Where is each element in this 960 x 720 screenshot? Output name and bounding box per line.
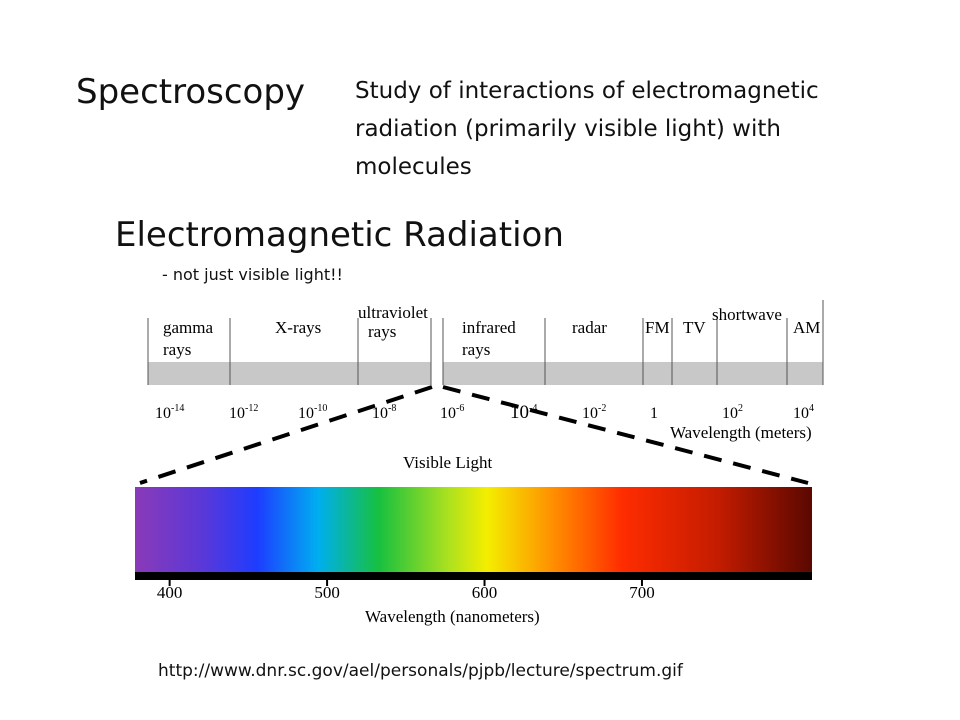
- description-line: Study of interactions of electromagnetic: [355, 78, 819, 104]
- wavelength-exponent: 2: [738, 403, 743, 414]
- note: - not just visible light!!: [162, 265, 343, 284]
- wavelength-base: 10: [155, 405, 171, 422]
- zoom-line: [139, 385, 433, 485]
- title: Spectroscopy: [76, 72, 305, 112]
- wavelength-base: 10: [440, 405, 456, 422]
- visible-axis: [135, 572, 812, 580]
- wavelength-label: 10-10: [298, 403, 327, 422]
- wavelength-exponent: -2: [598, 403, 606, 414]
- tick-label: 600: [472, 583, 498, 602]
- wavelength-base: 10: [298, 405, 314, 422]
- subtitle: Electromagnetic Radiation: [115, 215, 564, 255]
- band-label: rays: [462, 340, 490, 359]
- band-label: shortwave: [712, 305, 782, 324]
- wavelength-label: 104: [793, 403, 814, 422]
- band-label: rays: [163, 340, 191, 359]
- band-label: X-rays: [275, 318, 321, 337]
- band-label: gamma: [163, 318, 213, 337]
- wavelength-label: 10-2: [582, 403, 606, 422]
- band-label: rays: [368, 322, 396, 341]
- band-label: FM: [645, 318, 670, 337]
- wavelength-base: 10: [582, 405, 598, 422]
- wavelength-base: 10: [722, 405, 738, 422]
- wavelength-label: 10-12: [229, 403, 258, 422]
- wavelength-label: 1: [650, 405, 658, 422]
- wavelength-label: 102: [722, 403, 743, 422]
- wavelength-base: 10: [372, 405, 388, 422]
- band-label: TV: [683, 318, 706, 337]
- band-label: infrared: [462, 318, 516, 337]
- tick-label: 700: [629, 583, 655, 602]
- wavelength-exponent: -10: [314, 403, 327, 414]
- source-url: http://www.dnr.sc.gov/ael/personals/pjpb…: [158, 661, 684, 681]
- axis-title: Wavelength (meters): [670, 423, 812, 442]
- wavelength-exponent: -12: [245, 403, 258, 414]
- band-gap: [431, 300, 443, 390]
- wavelength-base: 10: [793, 405, 809, 422]
- wavelength-label: 10-8: [372, 403, 396, 422]
- wavelength-label: 10-4: [510, 402, 537, 423]
- zoom-line: [442, 385, 809, 485]
- band-label: radar: [572, 318, 607, 337]
- wavelength-exponent: 4: [809, 403, 814, 414]
- description-line: radiation (primarily visible light) with: [355, 116, 781, 142]
- wavelength-base: 10: [510, 402, 529, 423]
- wavelength-base: 1: [650, 405, 658, 422]
- visible-spectrum: [135, 487, 812, 573]
- wavelength-exponent: -6: [456, 403, 464, 414]
- band-bar: [148, 362, 823, 385]
- band-label: ultraviolet: [358, 303, 428, 322]
- wavelength-base: 10: [229, 405, 245, 422]
- wavelength-label: 10-6: [440, 403, 464, 422]
- spectrum-diagram: Wavelength (meters) Visible Light Wavele…: [135, 300, 824, 626]
- wavelength-exponent: -4: [529, 403, 537, 414]
- band-label: AM: [793, 318, 820, 337]
- description-line: molecules: [355, 154, 472, 180]
- tick-label: 500: [314, 583, 340, 602]
- visible-axis-title: Wavelength (nanometers): [365, 607, 540, 626]
- visible-title: Visible Light: [403, 453, 492, 472]
- wavelength-exponent: -8: [388, 403, 396, 414]
- tick-label: 400: [157, 583, 183, 602]
- wavelength-label: 10-14: [155, 403, 184, 422]
- wavelength-exponent: -14: [171, 403, 184, 414]
